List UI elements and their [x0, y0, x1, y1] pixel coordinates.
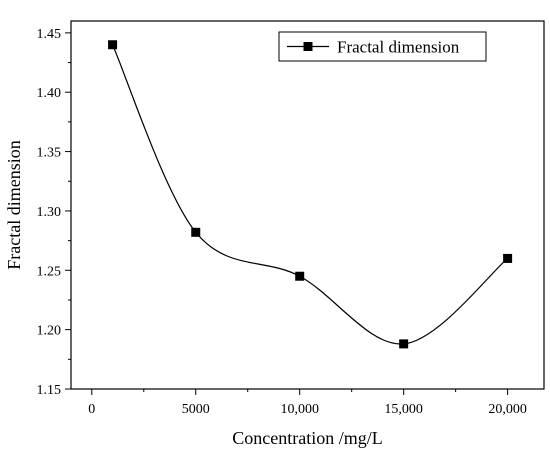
- y-tick-label: 1.20: [37, 324, 62, 339]
- data-point-marker: [295, 271, 305, 281]
- x-axis-title: Concentration /mg/L: [232, 428, 382, 448]
- y-tick-label: 1.25: [37, 264, 62, 279]
- ticks-layer: 0 5000 10,000 15,000 20,000 1.15 1.20 1.25 1.30 1…: [37, 27, 527, 417]
- y-tick-label: 1.35: [37, 146, 62, 161]
- legend: Fractal dimension: [278, 31, 487, 62]
- x-tick-label: 0: [88, 402, 95, 417]
- series-line-fractal-dimension: [112, 44, 508, 345]
- data-point-marker: [503, 253, 513, 263]
- y-tick-label: 1.40: [37, 86, 62, 101]
- x-tick-label: 10,000: [280, 402, 319, 417]
- data-point-marker: [191, 227, 201, 237]
- legend-label: Fractal dimension: [337, 38, 460, 57]
- legend-marker: [303, 42, 313, 51]
- x-tick-label: 15,000: [384, 402, 423, 417]
- y-tick-label: 1.15: [37, 383, 62, 398]
- data-point-marker: [108, 40, 118, 50]
- y-axis-title: Fractal dimension: [4, 140, 24, 269]
- y-tick-label: 1.30: [37, 205, 62, 220]
- x-tick-label: 5000: [182, 402, 210, 417]
- plot-frame: [70, 20, 545, 390]
- data-point-marker: [399, 339, 409, 349]
- x-tick-label: 20,000: [488, 402, 527, 417]
- y-tick-label: 1.45: [37, 27, 62, 42]
- markers-layer: [108, 40, 513, 349]
